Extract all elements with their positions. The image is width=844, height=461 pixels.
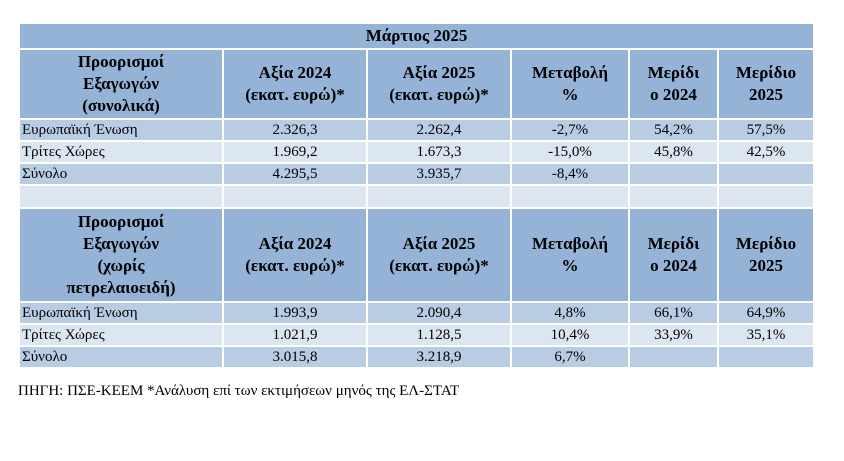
column-header-value-2024: Αξία 2024 (εκατ. ευρώ)* bbox=[222, 48, 368, 120]
spacer-cell bbox=[716, 184, 816, 209]
exports-table: Μάρτιος 2025 Προορισμοί Εξαγωγών (συνολικά… bbox=[17, 22, 816, 369]
header-row: Προορισμοί Εξαγωγών (χωρίς πετρελαιοειδή) Αξ… bbox=[18, 207, 816, 303]
cell-destination: Ευρωπαϊκή Ένωση bbox=[18, 301, 224, 325]
column-header-change-pct: Μεταβολή% bbox=[510, 48, 630, 120]
table-row: Τρίτες Χώρες 1.021,9 1.128,5 10,4% 33,9% 35,1… bbox=[18, 323, 816, 347]
cell-value-2024: 1.993,9 bbox=[222, 301, 368, 325]
cell-share-2024 bbox=[628, 162, 719, 186]
cell-share-2024: 66,1% bbox=[628, 301, 719, 325]
cell-value-2024: 2.326,3 bbox=[222, 118, 368, 142]
cell-share-2025: 57,5% bbox=[716, 118, 816, 142]
column-header-destination: Προορισμοί Εξαγωγών (συνολικά) bbox=[18, 48, 224, 120]
spacer-row bbox=[18, 184, 816, 209]
cell-value-2024: 4.295,5 bbox=[222, 162, 368, 186]
cell-value-2025: 3.218,9 bbox=[366, 345, 512, 369]
cell-destination: Σύνολο bbox=[18, 162, 224, 186]
cell-share-2025: 35,1% bbox=[716, 323, 816, 347]
cell-value-2025: 1.673,3 bbox=[366, 140, 512, 164]
spacer-cell bbox=[18, 184, 224, 209]
cell-share-2024: 33,9% bbox=[628, 323, 719, 347]
cell-change-pct: -2,7% bbox=[510, 118, 630, 142]
cell-change-pct: -15,0% bbox=[510, 140, 630, 164]
cell-destination: Σύνολο bbox=[18, 345, 224, 369]
cell-destination: Ευρωπαϊκή Ένωση bbox=[18, 118, 224, 142]
cell-value-2025: 1.128,5 bbox=[366, 323, 512, 347]
header-row: Προορισμοί Εξαγωγών (συνολικά) Αξία 2024 (εκ… bbox=[18, 48, 816, 120]
table-title-row: Μάρτιος 2025 bbox=[17, 22, 816, 50]
spacer-cell bbox=[628, 184, 719, 209]
table-row: Σύνολο 3.015,8 3.218,9 6,7% bbox=[18, 345, 816, 369]
cell-change-pct: 6,7% bbox=[510, 345, 630, 369]
table-row: Ευρωπαϊκή Ένωση 1.993,9 2.090,4 4,8% 66,1% 64… bbox=[18, 301, 816, 325]
column-header-share-2024: Μερίδι ο 2024 bbox=[628, 48, 719, 120]
cell-share-2024 bbox=[628, 345, 719, 369]
column-header-value-2024: Αξία 2024 (εκατ. ευρώ)* bbox=[222, 207, 368, 303]
spacer-cell bbox=[222, 184, 368, 209]
column-header-value-2025: Αξία 2025 (εκατ. ευρώ)* bbox=[366, 207, 512, 303]
cell-value-2025: 2.262,4 bbox=[366, 118, 512, 142]
cell-share-2024: 45,8% bbox=[628, 140, 719, 164]
spacer-cell bbox=[510, 184, 630, 209]
cell-value-2024: 1.021,9 bbox=[222, 323, 368, 347]
cell-share-2024: 54,2% bbox=[628, 118, 719, 142]
table-title: Μάρτιος 2025 bbox=[17, 22, 816, 50]
cell-change-pct: -8,4% bbox=[510, 162, 630, 186]
column-header-value-2025: Αξία 2025 (εκατ. ευρώ)* bbox=[366, 48, 512, 120]
cell-value-2024: 3.015,8 bbox=[222, 345, 368, 369]
cell-value-2024: 1.969,2 bbox=[222, 140, 368, 164]
cell-destination: Τρίτες Χώρες bbox=[18, 323, 224, 347]
table-row: Τρίτες Χώρες 1.969,2 1.673,3 -15,0% 45,8% 42,… bbox=[18, 140, 816, 164]
cell-share-2025: 64,9% bbox=[716, 301, 816, 325]
table-row: Σύνολο 4.295,5 3.935,7 -8,4% bbox=[18, 162, 816, 186]
cell-change-pct: 4,8% bbox=[510, 301, 630, 325]
cell-share-2025 bbox=[716, 345, 816, 369]
column-header-change-pct: Μεταβολή% bbox=[510, 207, 630, 303]
table-row: Ευρωπαϊκή Ένωση 2.326,3 2.262,4 -2,7% 54,2% 5… bbox=[18, 118, 816, 142]
column-header-share-2025: Μερίδιο 2025 bbox=[716, 207, 816, 303]
source-note: ΠΗΓΗ: ΠΣΕ-ΚΕΕΜ *Ανάλυση επί των εκτιμήσε… bbox=[18, 383, 460, 399]
cell-share-2025 bbox=[716, 162, 816, 186]
column-header-share-2025: Μερίδιο 2025 bbox=[716, 48, 816, 120]
cell-value-2025: 3.935,7 bbox=[366, 162, 512, 186]
cell-value-2025: 2.090,4 bbox=[366, 301, 512, 325]
cell-change-pct: 10,4% bbox=[510, 323, 630, 347]
column-header-share-2024: Μερίδι ο 2024 bbox=[628, 207, 719, 303]
spacer-cell bbox=[366, 184, 512, 209]
cell-share-2025: 42,5% bbox=[716, 140, 816, 164]
column-header-destination: Προορισμοί Εξαγωγών (χωρίς πετρελαιοειδή) bbox=[18, 207, 224, 303]
cell-destination: Τρίτες Χώρες bbox=[18, 140, 224, 164]
